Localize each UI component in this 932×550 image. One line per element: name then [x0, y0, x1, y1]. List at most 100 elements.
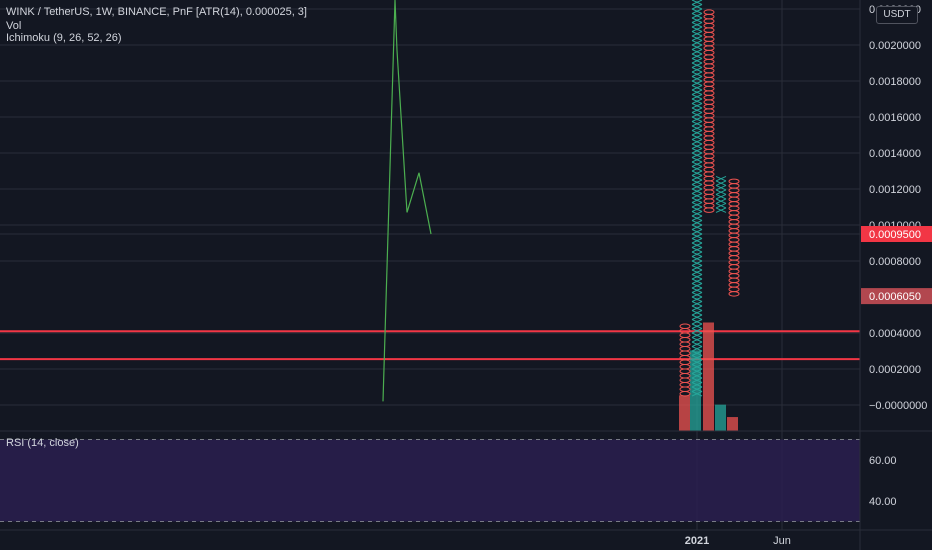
price-tick-label: 0.0014000	[869, 148, 921, 160]
pnf-x-box	[691, 188, 703, 194]
currency-button[interactable]: USDT	[876, 6, 918, 24]
pnf-x-box	[715, 207, 727, 213]
pnf-x-column	[715, 175, 727, 213]
pnf-x-box	[715, 202, 727, 209]
pnf-x-box	[691, 332, 703, 338]
pnf-x-box	[691, 206, 703, 212]
pnf-x-box	[691, 346, 703, 352]
pnf-x-box	[691, 170, 703, 176]
pnf-x-box	[691, 386, 703, 392]
pnf-x-box	[691, 283, 703, 289]
volume-bar	[690, 350, 701, 431]
price-badge-label: 0.0009500	[869, 229, 921, 241]
pnf-x-box	[691, 148, 703, 154]
pnf-x-box	[691, 197, 703, 203]
pnf-x-box	[691, 247, 703, 253]
pnf-x-box	[691, 211, 703, 217]
price-tick-label: 0.0002000	[869, 364, 921, 376]
pnf-x-box	[691, 337, 703, 343]
price-badge-label: 0.0006050	[869, 291, 921, 303]
pnf-x-box	[691, 350, 703, 356]
time-tick-label: Jun	[773, 535, 791, 547]
pnf-x-box	[691, 44, 703, 50]
pnf-x-box	[691, 175, 703, 181]
horizontal-levels[interactable]	[0, 330, 860, 361]
pnf-x-box	[691, 224, 703, 230]
pnf-x-column	[691, 0, 703, 397]
pnf-x-box	[691, 274, 703, 280]
rsi-tick-label: 40.00	[869, 496, 897, 508]
pnf-x-box	[691, 130, 703, 136]
pnf-x-box	[691, 238, 703, 244]
rsi-legend[interactable]: RSI (14, close)	[6, 437, 79, 449]
pnf-x-box	[691, 184, 703, 190]
rsi-tick-label: 60.00	[869, 455, 897, 467]
pnf-o-box	[679, 323, 691, 329]
pnf-x-box	[715, 198, 727, 204]
price-tick-label: 0.0020000	[869, 40, 921, 52]
volume-bar	[715, 404, 726, 431]
pnf-x-box	[691, 305, 703, 311]
symbol-legend[interactable]: WINK / TetherUS, 1W, BINANCE, PnF [ATR(1…	[6, 6, 307, 18]
pnf-x-box	[691, 310, 703, 316]
pnf-x-box	[691, 377, 703, 383]
time-axis[interactable]: 2021 Jun	[0, 529, 932, 547]
pnf-x-box	[691, 341, 703, 347]
price-axis[interactable]: 0.00220000.00200000.00180000.00160000.00…	[859, 0, 932, 550]
pnf-x-box	[691, 121, 703, 127]
price-tick-label: 0.0004000	[869, 328, 921, 340]
pnf-x-box	[691, 382, 703, 388]
price-tick-label: −0.0000000	[869, 400, 927, 412]
pnf-x-box	[691, 179, 703, 185]
pnf-x-box	[691, 94, 703, 100]
pnf-o-column	[679, 323, 691, 397]
pnf-x-box	[691, 251, 703, 257]
line-series-path	[382, 0, 432, 402]
pnf-x-box	[691, 373, 703, 379]
pnf-x-box	[691, 233, 703, 239]
pnf-x-box	[691, 40, 703, 46]
pnf-x-box	[691, 328, 703, 334]
pnf-x-box	[691, 58, 703, 64]
pnf-x-box	[691, 31, 703, 37]
pnf-x-box	[691, 49, 703, 55]
rsi-pane[interactable]: 60.00 40.00	[0, 430, 932, 522]
pnf-x-box	[691, 166, 703, 172]
pnf-x-box	[691, 116, 703, 122]
pnf-o-box	[728, 178, 740, 185]
pnf-x-box	[691, 139, 703, 145]
pnf-x-box	[691, 314, 703, 320]
pnf-x-box	[691, 35, 703, 41]
pnf-x-box	[691, 112, 703, 118]
volume-bars	[679, 322, 738, 431]
rsi-band	[0, 439, 860, 522]
pnf-x-box	[691, 215, 703, 221]
pnf-x-box	[691, 98, 703, 104]
pnf-x-box	[691, 22, 703, 28]
pnf-x-box	[691, 89, 703, 95]
pnf-x-box	[691, 355, 703, 361]
pnf-x-box	[691, 368, 703, 374]
pnf-x-box	[691, 85, 703, 91]
pnf-x-box	[715, 189, 727, 195]
pnf-x-box	[691, 8, 703, 14]
pnf-x-box	[691, 143, 703, 149]
pnf-x-box	[691, 319, 703, 325]
pnf-x-box	[715, 193, 727, 200]
price-tick-label: 0.0016000	[869, 112, 921, 124]
volume-legend[interactable]: Vol	[6, 20, 22, 32]
pnf-x-box	[691, 220, 703, 226]
ichimoku-legend[interactable]: Ichimoku (9, 26, 52, 26)	[6, 32, 122, 44]
volume-bar	[703, 322, 714, 431]
price-tick-label: 0.0008000	[869, 256, 921, 268]
pnf-x-box	[691, 292, 703, 298]
pnf-x-box	[691, 323, 703, 329]
pnf-x-box	[691, 80, 703, 86]
pnf-x-box	[691, 13, 703, 19]
pnf-x-box	[691, 301, 703, 307]
pnf-x-box	[691, 26, 703, 32]
volume-bar	[727, 417, 738, 431]
pnf-x-box	[691, 107, 703, 113]
pnf-x-box	[691, 157, 703, 163]
